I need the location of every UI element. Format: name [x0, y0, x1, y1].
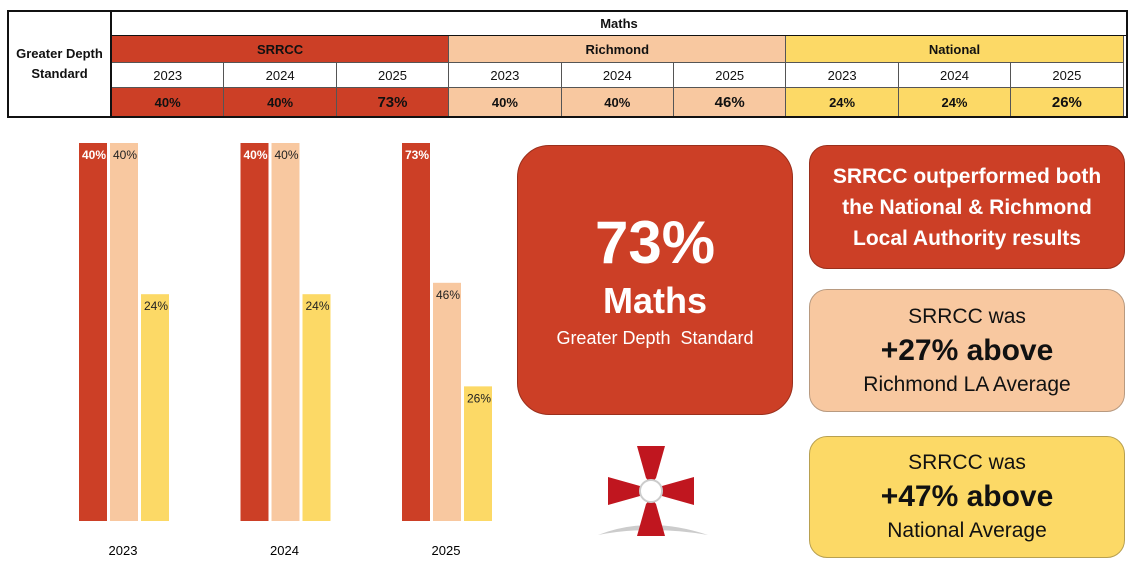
box-figure: +47% above	[880, 480, 1054, 513]
table-value: 40%	[112, 88, 225, 116]
value-label: 46%	[436, 288, 460, 302]
summary-line: SRRCC outperformed both	[832, 164, 1102, 188]
value-label: 40%	[243, 148, 267, 162]
bar	[464, 386, 492, 521]
table-value: 46%	[674, 88, 787, 116]
box-figure: +27% above	[880, 333, 1054, 367]
table-year: 2025	[336, 63, 450, 88]
bar	[302, 294, 331, 521]
box-lead: SRRCC was	[908, 304, 1026, 328]
x-tick-label: 2025	[432, 543, 461, 558]
summary-line: the National & Richmond	[842, 195, 1092, 219]
table-corner: Greater Depth Standard	[9, 12, 112, 116]
richmond-box: SRRCC was +27% above Richmond LA Average	[809, 289, 1125, 412]
table-value: 73%	[336, 88, 450, 116]
value-label: 40%	[274, 148, 298, 162]
bar	[240, 143, 269, 521]
bar	[79, 143, 107, 521]
table-value: 24%	[786, 88, 899, 116]
table-group: SRRCC	[112, 36, 450, 63]
value-label: 40%	[82, 148, 106, 162]
box-tail: Richmond LA Average	[863, 372, 1071, 396]
x-tick-label: 2023	[109, 543, 138, 558]
summary-box: SRRCC outperformed both the National & Ri…	[809, 145, 1125, 269]
box-tail: National Average	[887, 519, 1047, 542]
results-table: Greater Depth Standard Maths SRRCC 2023 40% 2…	[7, 10, 1128, 118]
value-label: 73%	[405, 148, 429, 162]
bar	[271, 143, 300, 521]
table-subject: Maths	[112, 12, 1126, 36]
table-year: 2023	[112, 63, 225, 88]
table-value: 26%	[1011, 88, 1124, 116]
table-year: 2025	[1011, 63, 1124, 88]
bar-chart: 2023 40% 40% 24% 2024 40% 40% 24% 2025 73% 46% 26%	[79, 143, 492, 558]
table-year: 2023	[449, 63, 562, 88]
headline-box: 73% Maths Greater Depth Standard	[517, 145, 793, 415]
bar	[110, 143, 138, 521]
headline-value: 73%	[594, 209, 716, 276]
bar	[433, 282, 461, 521]
table-value: 40%	[449, 88, 562, 116]
crest-logo	[598, 446, 708, 536]
crest-cross	[608, 446, 694, 536]
headline-subject: Maths	[602, 280, 707, 321]
value-label: 26%	[467, 391, 491, 405]
table-year: 2024	[224, 63, 337, 88]
x-tick-label: 2024	[270, 543, 299, 558]
table-value: 40%	[561, 88, 674, 116]
table-year: 2024	[898, 63, 1012, 88]
bar	[141, 294, 169, 521]
value-label: 40%	[113, 148, 137, 162]
table-year: 2024	[561, 63, 674, 88]
headline-caption: Greater Depth Standard	[556, 328, 754, 348]
crest-center	[639, 479, 663, 503]
table-year: 2025	[674, 63, 787, 88]
value-label: 24%	[144, 299, 168, 313]
bar	[402, 143, 430, 521]
table-group: Richmond	[449, 36, 787, 63]
table-value: 40%	[224, 88, 337, 116]
summary-line: Local Authority results	[853, 226, 1081, 250]
table-group: National	[786, 36, 1124, 63]
table-value: 24%	[898, 88, 1012, 116]
value-label: 24%	[305, 299, 329, 313]
table-year: 2023	[786, 63, 899, 88]
national-box: SRRCC was +47% above National Average	[809, 436, 1125, 558]
box-lead: SRRCC was	[908, 451, 1026, 474]
